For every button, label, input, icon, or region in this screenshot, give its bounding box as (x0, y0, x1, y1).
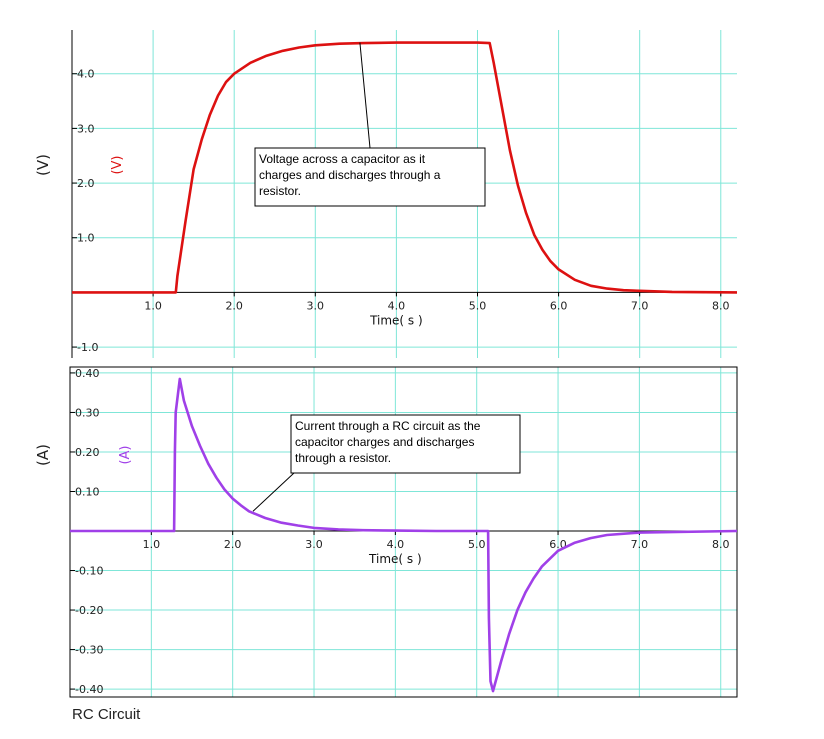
x-tick-label: 1.0 (144, 299, 162, 312)
series-line (70, 377, 738, 693)
y-tick-label: 0.30 (75, 406, 100, 419)
y-tick-label: -1.0 (77, 341, 98, 354)
callout-text-line: Current through a RC circuit as the (295, 419, 481, 433)
callout-text-line: resistor. (259, 184, 301, 198)
voltage-chart: 1.0 2.0 3.0 4.0 5.0 6.0 7.0 8.0 4.0 3.0 2.0 1.0 -1.0… (34, 30, 738, 358)
y-tick-label: 4.0 (77, 68, 95, 81)
x-tick-label: 4.0 (388, 299, 406, 312)
x-tick-label: 2.0 (225, 299, 243, 312)
callout-text-line: capacitor charges and discharges (295, 435, 474, 449)
x-tick-label: 5.0 (469, 299, 487, 312)
y-tick-label: -0.20 (75, 604, 103, 617)
y-axis-title: (A) (34, 444, 52, 466)
callout-text-line: charges and discharges through a (259, 168, 441, 182)
y-tick-label: -0.10 (75, 565, 103, 578)
x-tick-label: 4.0 (387, 538, 405, 551)
y-tick-label: 0.20 (75, 446, 100, 459)
callout-box (290, 414, 521, 474)
x-tick-label: 5.0 (468, 538, 486, 551)
y-tick-label: 3.0 (77, 122, 95, 135)
y-tick-label: -0.40 (75, 683, 103, 696)
series-legend-label: (A) (118, 445, 133, 464)
x-axis-title: Time( s ) (369, 313, 423, 327)
callout-leader (252, 472, 295, 512)
x-tick-label: 1.0 (143, 538, 161, 551)
callout-box (254, 147, 486, 207)
y-tick-label: 0.40 (75, 367, 100, 380)
series-legend-label: (V) (110, 155, 125, 174)
y-tick-label: 0.10 (75, 485, 100, 498)
x-tick-label: 3.0 (305, 538, 323, 551)
x-tick-label: 8.0 (712, 299, 730, 312)
y-tick-label: 1.0 (77, 232, 95, 245)
y-tick-label: 2.0 (77, 177, 95, 190)
x-tick-label: 6.0 (550, 299, 568, 312)
y-axis-title: (V) (34, 154, 52, 176)
x-tick-label: 2.0 (224, 538, 242, 551)
callout-leader (359, 42, 371, 149)
x-tick-label: 7.0 (631, 299, 649, 312)
figure-caption: RC Circuit (72, 706, 141, 723)
current-chart: 1.0 2.0 3.0 4.0 5.0 6.0 7.0 8.00.400.300.200.10… (34, 366, 738, 698)
x-tick-label: 8.0 (712, 538, 730, 551)
series-line (72, 41, 738, 294)
x-tick-label: 7.0 (631, 538, 649, 551)
x-tick-label: 3.0 (307, 299, 325, 312)
callout-text-line: through a resistor. (295, 451, 391, 465)
callout-text-line: Voltage across a capacitor as it (259, 152, 426, 166)
y-tick-label: -0.30 (75, 644, 103, 657)
x-axis-title: Time( s ) (368, 552, 422, 566)
